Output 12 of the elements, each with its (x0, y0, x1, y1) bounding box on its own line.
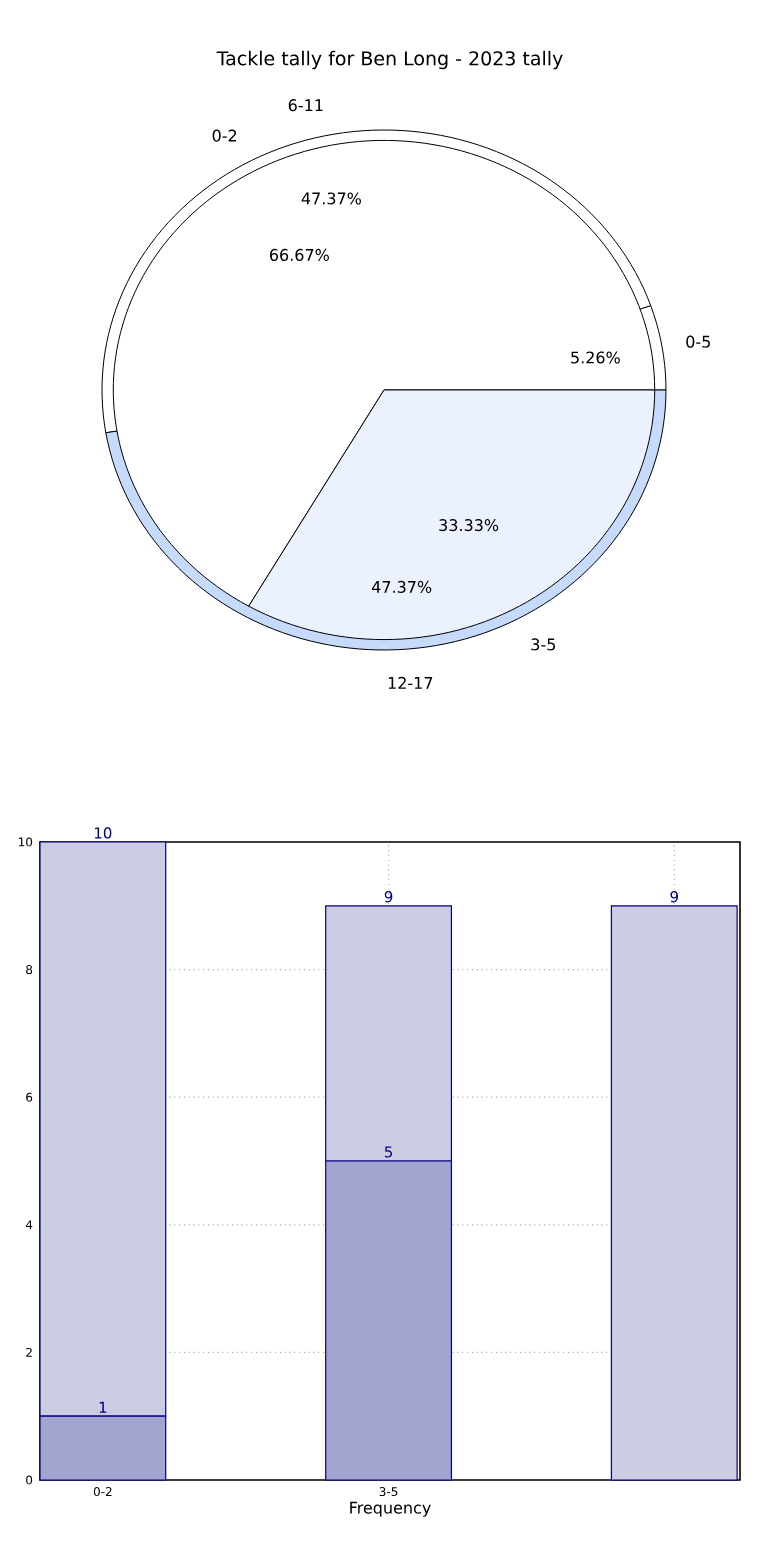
chart-title: Tackle tally for Ben Long - 2023 tally (216, 50, 563, 70)
data-label: 5.26% (571, 351, 620, 364)
data-label: 47.37% (301, 192, 361, 205)
data-label: 33.33% (439, 519, 499, 532)
slice-label: 6-11 (288, 99, 323, 112)
data-label: 47.37% (371, 580, 432, 593)
x-axis-title: Frequency (350, 1501, 431, 1517)
slice-label: 0-5 (686, 335, 710, 348)
slice-label: 3-5 (531, 638, 556, 651)
slice-label: 12-17 (388, 676, 433, 689)
data-label: 66.67% (269, 248, 329, 261)
slice-label: 0-2 (212, 129, 237, 142)
